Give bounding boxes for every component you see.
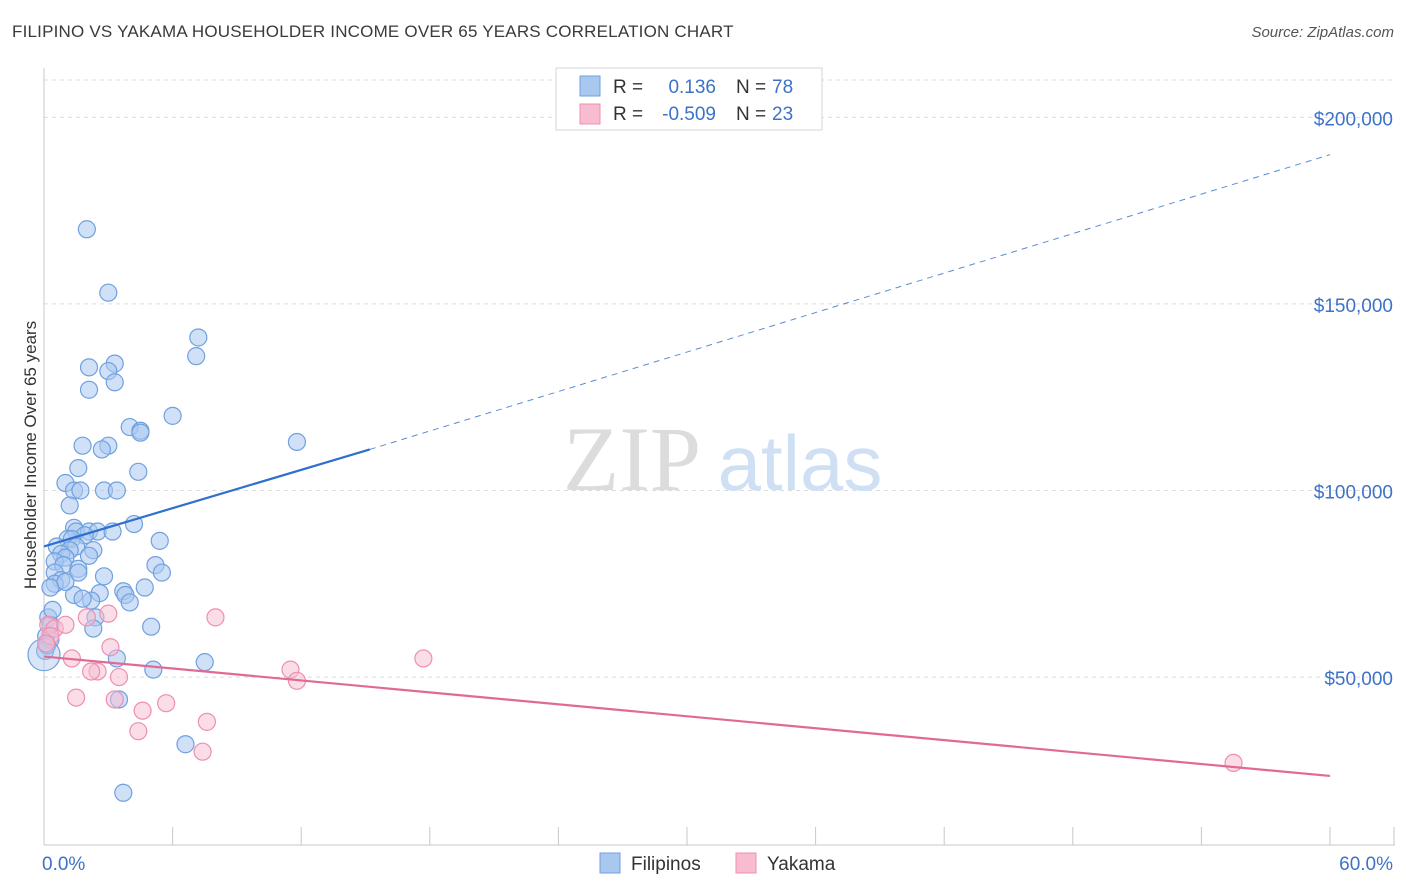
filipinos-point (60, 496, 79, 515)
filipinos-point (56, 572, 75, 592)
filipinos-point (79, 546, 99, 565)
filipinos-point (287, 432, 307, 452)
filipinos-point (92, 440, 111, 459)
filipinos-point (187, 347, 206, 366)
bottom-legend-swatch-yakama (735, 852, 757, 874)
legend-r-value-1: 0.136 (668, 77, 716, 98)
filipinos-point (77, 220, 96, 239)
x-tick-label: 0.0% (42, 854, 85, 875)
yakama-point (206, 608, 225, 627)
yakama-point (1224, 753, 1243, 773)
series-legend: Filipinos Yakama (599, 852, 836, 875)
filipinos-point (129, 462, 148, 481)
yakama-point (197, 712, 216, 731)
filipinos-trend-line (43, 448, 371, 548)
watermark-zip: ZIP (563, 408, 701, 510)
yakama-point (37, 634, 56, 653)
legend-n-label-2: N = (736, 104, 766, 125)
filipinos-point (69, 458, 88, 478)
yakama-point (133, 701, 152, 720)
legend-swatch-yakama (579, 103, 601, 125)
chart-title: FILIPINO VS YAKAMA HOUSEHOLDER INCOME OV… (12, 22, 734, 41)
y-tick-label: $100,000 (1314, 482, 1393, 503)
yakama-point (414, 649, 433, 668)
axes (43, 68, 1395, 846)
filipinos-point (189, 328, 208, 347)
y-tick-label: $200,000 (1314, 109, 1393, 130)
y-axis-label: Householder Income Over 65 years (21, 321, 40, 589)
filipinos-point (195, 653, 214, 672)
bottom-legend-yakama: Yakama (767, 854, 836, 875)
filipinos-point (144, 660, 163, 679)
yakama-point (109, 667, 129, 687)
legend-r-label-1: R = (613, 77, 643, 98)
filipinos-point (150, 531, 169, 550)
yakama-point (99, 604, 118, 623)
filipinos-trend-extension (369, 154, 1331, 450)
filipinos-point (135, 578, 154, 597)
filipinos-point (114, 783, 133, 802)
watermark-atlas: atlas (718, 419, 883, 507)
correlation-legend: R = 0.136 N = 78 R = -0.509 N = 23 (555, 67, 823, 131)
trend-lines (43, 154, 1331, 778)
tick-labels: $50,000 $100,000 $150,000 $200,000 0.0% 60.0% (42, 109, 1393, 875)
series-yakama (37, 604, 1243, 773)
filipinos-point (99, 283, 118, 302)
y-tick-label: $50,000 (1324, 669, 1393, 690)
filipinos-point (107, 481, 126, 500)
yakama-point (101, 638, 120, 657)
filipinos-point (73, 436, 92, 455)
yakama-point (129, 722, 148, 741)
filipinos-point (105, 373, 124, 392)
legend-n-value-1: 78 (772, 77, 793, 98)
yakama-point (77, 608, 96, 627)
filipinos-point (152, 563, 171, 582)
legend-r-label-2: R = (613, 104, 643, 125)
yakama-point (82, 662, 101, 681)
source-label: Source: ZipAtlas.com (1251, 24, 1394, 41)
yakama-trend-line (43, 655, 1331, 778)
yakama-point (193, 742, 212, 761)
legend-r-value-2: -0.509 (662, 104, 716, 125)
yakama-point (157, 694, 176, 713)
legend-n-value-2: 23 (772, 104, 793, 125)
legend-swatch-filipinos (579, 75, 601, 97)
filipinos-point (163, 406, 182, 425)
filipinos-point (43, 600, 62, 620)
y-tick-label: $150,000 (1314, 296, 1393, 317)
filipinos-point (131, 423, 150, 442)
filipinos-point (79, 380, 99, 399)
filipinos-point (120, 593, 139, 612)
bottom-legend-swatch-filipinos (599, 852, 621, 874)
filipinos-point (176, 735, 195, 754)
filipinos-point (94, 567, 114, 586)
filipinos-point (142, 617, 161, 636)
yakama-point (67, 688, 86, 707)
bottom-legend-filipinos: Filipinos (631, 854, 701, 875)
filipinos-point (79, 358, 99, 377)
yakama-point (56, 615, 75, 634)
x-tick-label: 60.0% (1339, 854, 1393, 875)
gridlines (44, 79, 1395, 678)
filipinos-point (71, 481, 90, 500)
filipinos-point (73, 589, 92, 608)
filipinos-point (69, 563, 88, 582)
legend-n-label-1: N = (736, 77, 766, 98)
yakama-point (105, 690, 124, 709)
